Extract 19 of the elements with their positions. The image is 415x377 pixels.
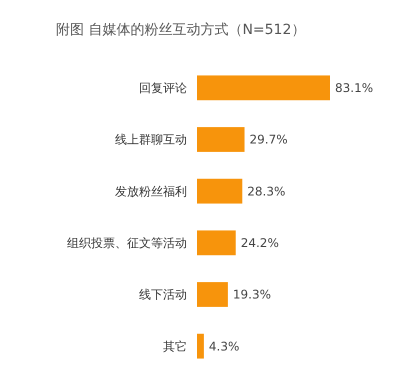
data-label: 19.3% <box>232 288 272 302</box>
y-tick-label: 组织投票、征文等活动 <box>67 236 187 250</box>
bar <box>197 178 242 204</box>
y-tick-label: 线下活动 <box>139 288 187 302</box>
y-tick-label: 回复评论 <box>139 81 187 96</box>
data-label: 28.3% <box>247 184 286 198</box>
data-label: 24.2% <box>240 236 279 250</box>
bar <box>197 334 204 359</box>
bar <box>197 127 245 152</box>
bar <box>197 75 330 100</box>
chart-title: 附图 自媒体的粉丝互动方式（N=512） <box>56 22 306 38</box>
data-label: 29.7% <box>250 132 288 147</box>
bar <box>197 282 228 307</box>
y-tick-label: 线上群聊互动 <box>115 132 187 147</box>
bar <box>197 230 236 256</box>
data-label: 4.3% <box>208 339 240 354</box>
y-tick-label: 其它 <box>163 339 187 354</box>
y-tick-label: 发放粉丝福利 <box>115 184 187 198</box>
data-label: 83.1% <box>335 81 374 96</box>
